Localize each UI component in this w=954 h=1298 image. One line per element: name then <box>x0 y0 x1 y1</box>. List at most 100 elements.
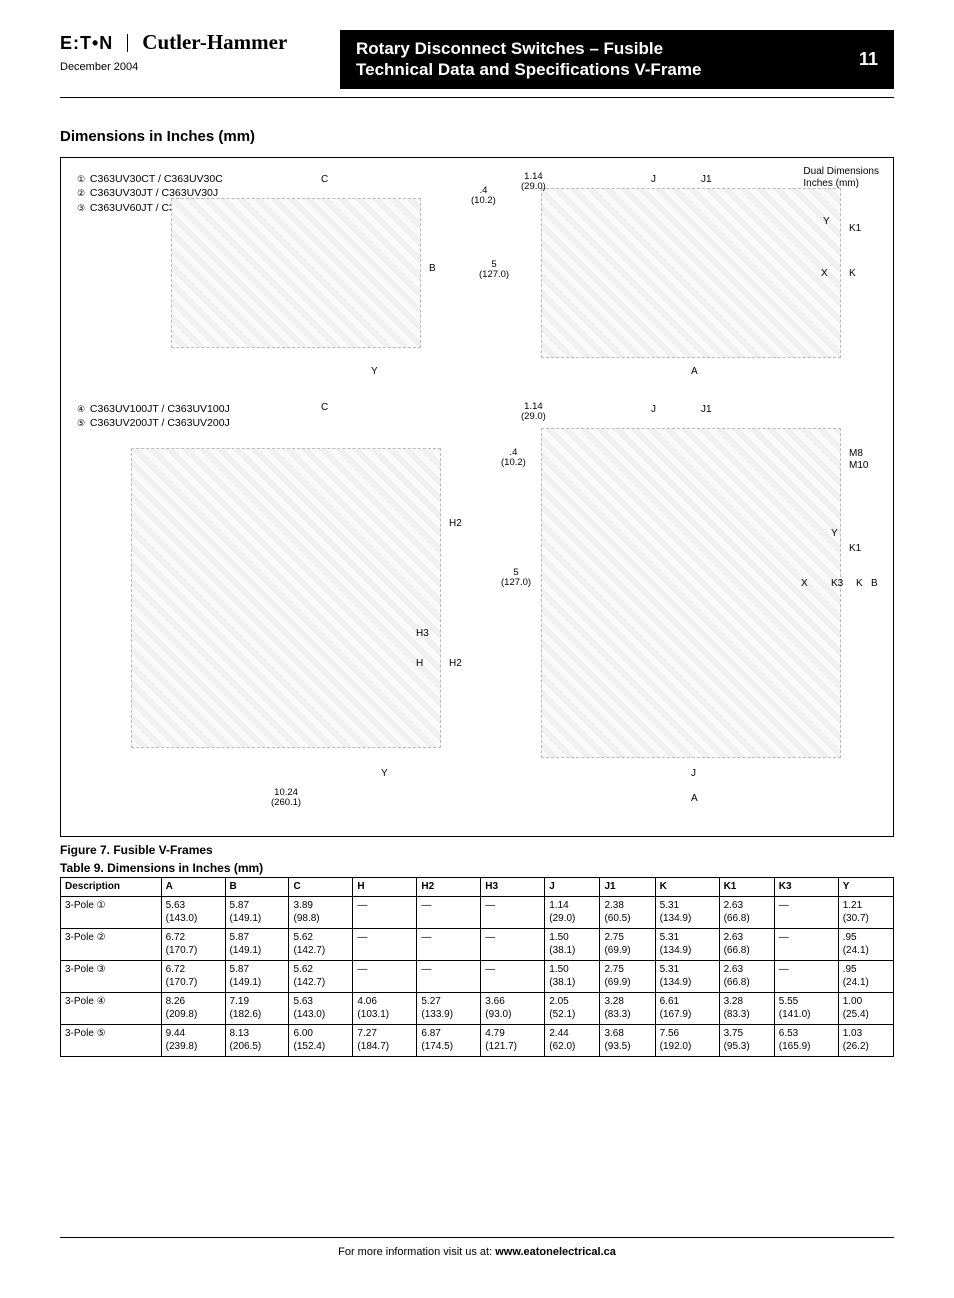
table-cell: 1.50(38.1) <box>545 961 600 993</box>
section-heading: Dimensions in Inches (mm) <box>60 128 894 145</box>
table-row: 3-Pole ③6.72(170.7)5.87(149.1)5.62(142.7… <box>61 961 894 993</box>
diagram-bottom-right <box>541 428 841 758</box>
table-cell: 1.03(26.2) <box>838 1025 893 1057</box>
table-cell: 6.00(152.4) <box>289 1025 353 1057</box>
table-cell: 6.72(170.7) <box>161 961 225 993</box>
dim-5-bot: 5 (127.0) <box>501 568 531 589</box>
dim-j-bot: J <box>651 404 656 415</box>
dim-114-bot: 1.14 (29.0) <box>521 402 546 423</box>
dim-b-top: B <box>429 263 436 274</box>
dim-04-top: .4 (10.2) <box>471 186 496 207</box>
model-1: ① C363UV30CT / C363UV30C <box>75 172 223 187</box>
table-cell: 1.00(25.4) <box>838 993 893 1025</box>
circled-1: ① <box>75 173 87 186</box>
table-cell: — <box>353 897 417 929</box>
circled-2: ② <box>75 187 87 200</box>
dim-y-bot: Y <box>381 768 388 779</box>
dim-c-top: C <box>321 174 328 185</box>
table-cell-desc: 3-Pole ② <box>61 929 162 961</box>
figure-box: Dual Dimensions Inches (mm) ① C363UV30CT… <box>60 157 894 837</box>
table-cell: 6.53(165.9) <box>774 1025 838 1057</box>
title-text: Rotary Disconnect Switches – Fusible Tec… <box>356 38 701 81</box>
table-col-header: J1 <box>600 877 655 897</box>
table-cell: 3.89(98.8) <box>289 897 353 929</box>
table-cell: 1.14(29.0) <box>545 897 600 929</box>
dim-04b-val: .4 <box>509 447 517 458</box>
header: E:T•N Cutler-Hammer December 2004 Rotary… <box>60 30 894 89</box>
table-cell: 3.28(83.3) <box>719 993 774 1025</box>
table-cell: 2.63(66.8) <box>719 929 774 961</box>
dim-5-top: 5 (127.0) <box>479 260 509 281</box>
table-col-header: H <box>353 877 417 897</box>
title-bar: Rotary Disconnect Switches – Fusible Tec… <box>340 30 894 89</box>
page-number: 11 <box>859 49 878 70</box>
table-cell: 2.75(69.9) <box>600 961 655 993</box>
footer-text: For more information visit us at: <box>338 1246 495 1258</box>
dim-j-top: J <box>651 174 656 185</box>
table-cell: 5.62(142.7) <box>289 961 353 993</box>
table-col-header: K <box>655 877 719 897</box>
eaton-logo: E:T•N <box>60 33 113 54</box>
dim-114b-mm: (29.0) <box>521 411 546 422</box>
table-cell: — <box>353 929 417 961</box>
table-cell: .95(24.1) <box>838 961 893 993</box>
dim-x-bot: X <box>801 578 808 589</box>
table-cell: 6.61(167.9) <box>655 993 719 1025</box>
table-col-header: Description <box>61 877 162 897</box>
dim-1024-val: 10.24 <box>274 787 298 798</box>
table-cell: — <box>353 961 417 993</box>
dim-y-bot-r: Y <box>831 528 838 539</box>
table-cell: 3.28(83.3) <box>600 993 655 1025</box>
dim-04-mm: (10.2) <box>471 195 496 206</box>
table-cell: 6.72(170.7) <box>161 929 225 961</box>
table-cell: 3.75(95.3) <box>719 1025 774 1057</box>
dim-j1-top: J1 <box>701 174 712 185</box>
table-cell-desc: 3-Pole ① <box>61 897 162 929</box>
circled-3: ③ <box>75 202 87 215</box>
table-cell: 7.56(192.0) <box>655 1025 719 1057</box>
header-rule <box>60 97 894 98</box>
table-row: 3-Pole ⑤9.44(239.8)8.13(206.5)6.00(152.4… <box>61 1025 894 1057</box>
table-caption: Table 9. Dimensions in Inches (mm) <box>60 861 894 875</box>
table-cell: 4.06(103.1) <box>353 993 417 1025</box>
table-cell: 3.66(93.0) <box>481 993 545 1025</box>
diagram-bottom-left <box>131 448 441 748</box>
table-cell: 5.31(134.9) <box>655 961 719 993</box>
model-5-text: C363UV200JT / C363UV200J <box>90 417 230 429</box>
dim-h2-bot: H2 <box>449 518 462 529</box>
table-cell: 5.87(149.1) <box>225 961 289 993</box>
table-cell: 5.63(143.0) <box>161 897 225 929</box>
table-cell: 2.44(62.0) <box>545 1025 600 1057</box>
dim-114-top: 1.14 (29.0) <box>521 172 546 193</box>
dim-5-val: 5 <box>491 259 496 270</box>
table-cell: — <box>417 897 481 929</box>
model-1-text: C363UV30CT / C363UV30C <box>90 173 223 185</box>
table-body: 3-Pole ①5.63(143.0)5.87(149.1)3.89(98.8)… <box>61 897 894 1057</box>
dim-m10: M10 <box>849 460 868 471</box>
dim-k-top: K <box>849 268 856 279</box>
table-cell: 1.21(30.7) <box>838 897 893 929</box>
table-cell: 5.27(133.9) <box>417 993 481 1025</box>
table-cell: — <box>417 961 481 993</box>
logo-row: E:T•N Cutler-Hammer <box>60 30 340 55</box>
brand-name: Cutler-Hammer <box>142 30 287 55</box>
dim-5b-val: 5 <box>513 567 518 578</box>
table-cell-desc: 3-Pole ③ <box>61 961 162 993</box>
diagram-top-left <box>171 198 421 348</box>
table-cell: 5.55(141.0) <box>774 993 838 1025</box>
dim-j-bot2: J <box>691 768 696 779</box>
dim-h2-bot2: H2 <box>449 658 462 669</box>
table-row: 3-Pole ②6.72(170.7)5.87(149.1)5.62(142.7… <box>61 929 894 961</box>
dim-y-top-r: Y <box>823 216 830 227</box>
table-col-header: B <box>225 877 289 897</box>
dim-k-bot: K <box>856 578 863 589</box>
header-date: December 2004 <box>60 61 340 73</box>
table-cell: — <box>481 897 545 929</box>
diagram-top-right <box>541 188 841 358</box>
dim-j1-bot: J1 <box>701 404 712 415</box>
dim-114-val: 1.14 <box>524 171 543 182</box>
circled-4: ④ <box>75 403 87 416</box>
dim-1024-mm: (260.1) <box>271 797 301 808</box>
table-head: DescriptionABCHH2H3JJ1KK1K3Y <box>61 877 894 897</box>
table-cell: 2.63(66.8) <box>719 961 774 993</box>
